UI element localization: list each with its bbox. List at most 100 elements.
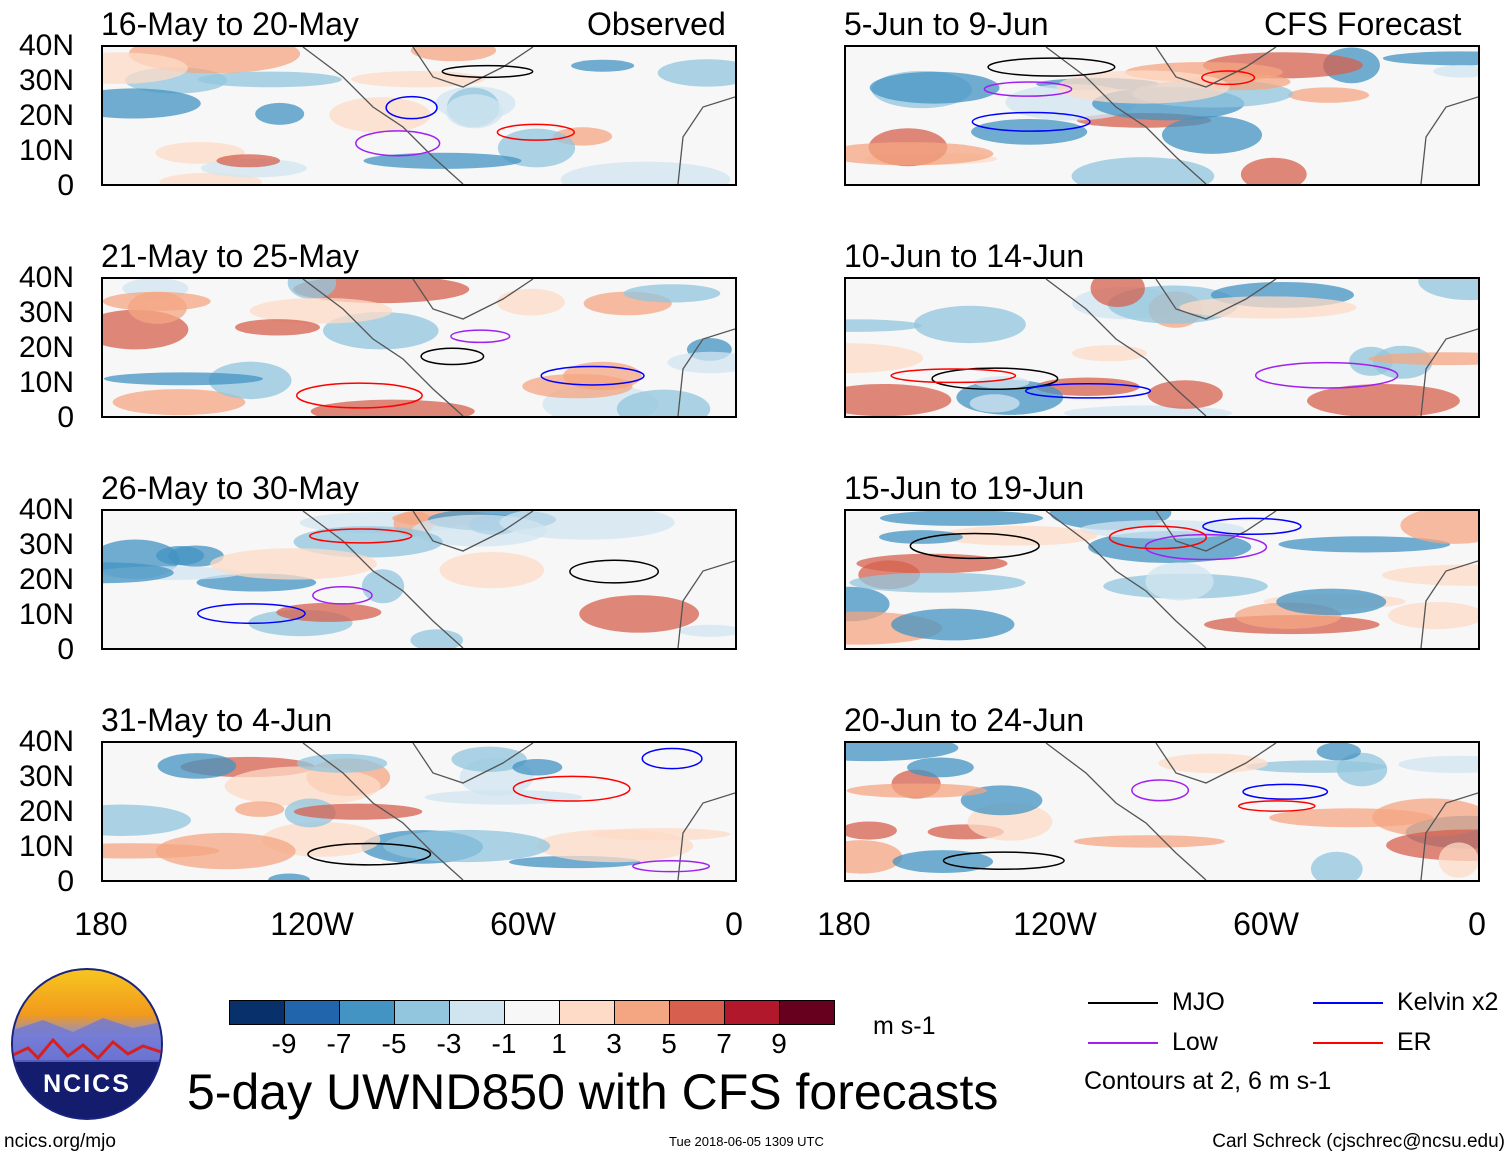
anomaly-shading (1071, 345, 1147, 362)
anomaly-shading (1368, 352, 1478, 366)
lat-tick-label: 40N (18, 493, 74, 526)
anomaly-shading (560, 161, 731, 184)
anomaly-shading (103, 52, 188, 84)
contour-kelvin-x2 (385, 95, 438, 120)
anomaly-shading (1035, 377, 1140, 396)
contour-low (1131, 779, 1190, 802)
colorbar (229, 1000, 835, 1025)
contour-kelvin-x2 (971, 111, 1091, 132)
anomaly-shading (512, 758, 563, 776)
contour-mjo (441, 64, 534, 79)
anomaly-shading (103, 88, 201, 119)
colorbar-tick-label: 5 (661, 1028, 677, 1059)
anomaly-shading (907, 757, 974, 778)
panel-title: 20-Jun to 24-Jun (844, 702, 1085, 738)
coastline (1045, 279, 1478, 416)
colorbar-tick-label: 7 (716, 1028, 732, 1059)
map-panel (844, 741, 1480, 882)
anomaly-shading (1063, 405, 1233, 416)
anomaly-shading (1071, 157, 1215, 184)
anomaly-shading (1276, 588, 1387, 616)
anomaly-shading (255, 102, 305, 125)
anomaly-shading (128, 291, 187, 324)
coastline (302, 743, 735, 880)
anomaly-shading (1278, 536, 1451, 553)
panel-title: 15-Jun to 19-Jun (844, 470, 1085, 506)
lat-tick-label: 20N (18, 795, 74, 828)
lat-tick-label: 10N (18, 830, 74, 863)
anomaly-shading (849, 572, 1026, 593)
coastline (1045, 47, 1478, 184)
lat-tick-label: 30N (18, 528, 74, 561)
anomaly-shading (445, 94, 504, 129)
credit: Carl Schreck (cjschrec@ncsu.edu) (1212, 1131, 1505, 1152)
anomaly-shading (410, 629, 463, 648)
map-panel (844, 509, 1480, 650)
contour-kelvin-x2 (1242, 783, 1329, 800)
anomaly-shading (168, 545, 224, 567)
colorbar-tick-label: -1 (491, 1028, 517, 1059)
contour-kelvin-x2 (197, 603, 306, 625)
anomaly-shading (1158, 753, 1268, 774)
contour-low (983, 81, 1073, 97)
lat-tick-label: 20N (18, 563, 74, 596)
lat-tick-label: 40N (18, 725, 74, 758)
anomaly-shading (1179, 296, 1357, 319)
coastline (302, 279, 735, 416)
lon-tick-label: 120W (1013, 906, 1097, 942)
anomaly-shading (878, 530, 963, 544)
contour-low (450, 329, 511, 344)
logo-text: NCICS (43, 1070, 131, 1098)
timestamp: Tue 2018-06-05 1309 UTC (669, 1134, 824, 1149)
anomaly-shading (846, 383, 952, 416)
anomaly-shading (891, 608, 1015, 641)
lat-tick-label: 10N (18, 366, 74, 399)
lat-tick-label: 30N (18, 64, 74, 97)
anomaly-shading (361, 569, 405, 604)
anomaly-shading (451, 746, 527, 772)
anomaly-shading (1418, 279, 1478, 301)
contour-er (1201, 70, 1256, 86)
anomaly-shading (856, 553, 1008, 574)
contour-kelvin-x2 (641, 747, 703, 770)
anomaly-shading (846, 142, 994, 166)
coastline (302, 47, 735, 184)
anomaly-shading (571, 59, 635, 72)
lat-tick-label: 0 (57, 633, 74, 666)
anomaly-shading (1382, 564, 1478, 586)
colorbar-tick-label: 9 (771, 1028, 787, 1059)
anomaly-shading (879, 511, 1044, 526)
lat-tick-label: 40N (18, 29, 74, 62)
lat-tick-label: 20N (18, 99, 74, 132)
contour-mjo (420, 347, 485, 366)
contour-er (296, 382, 423, 409)
lon-tick-label: 0 (725, 906, 743, 942)
anomaly-shading (310, 399, 475, 416)
contour-er (1237, 800, 1316, 812)
anomaly-shading (846, 343, 924, 374)
panel-title: 26-May to 30-May (101, 470, 359, 506)
anomaly-shading (657, 59, 735, 87)
colorbar-swatch (615, 1001, 670, 1024)
map-panel (101, 741, 737, 882)
anomaly-shading (103, 562, 174, 584)
map-panel (101, 277, 737, 418)
contour-mjo (987, 57, 1116, 77)
anomaly-shading (424, 789, 583, 805)
anomaly-shading (496, 288, 565, 316)
colorbar-swatch (670, 1001, 725, 1024)
anomaly-shading (1438, 842, 1478, 878)
anomaly-shading (103, 372, 263, 386)
lat-tick-label: 40N (18, 261, 74, 294)
legend-label: Low (1172, 1028, 1218, 1056)
url-link[interactable]: ncics.org/mjo (4, 1131, 116, 1152)
anomaly-shading (1288, 87, 1370, 103)
legend-label: ER (1397, 1028, 1432, 1056)
colorbar-tick-label: -7 (326, 1028, 352, 1059)
contour-er (890, 368, 1017, 384)
anomaly-shading (293, 526, 443, 558)
anomaly-shading (1145, 562, 1214, 601)
panel-title: 10-Jun to 14-Jun (844, 238, 1085, 274)
legend-line (1088, 1042, 1158, 1044)
